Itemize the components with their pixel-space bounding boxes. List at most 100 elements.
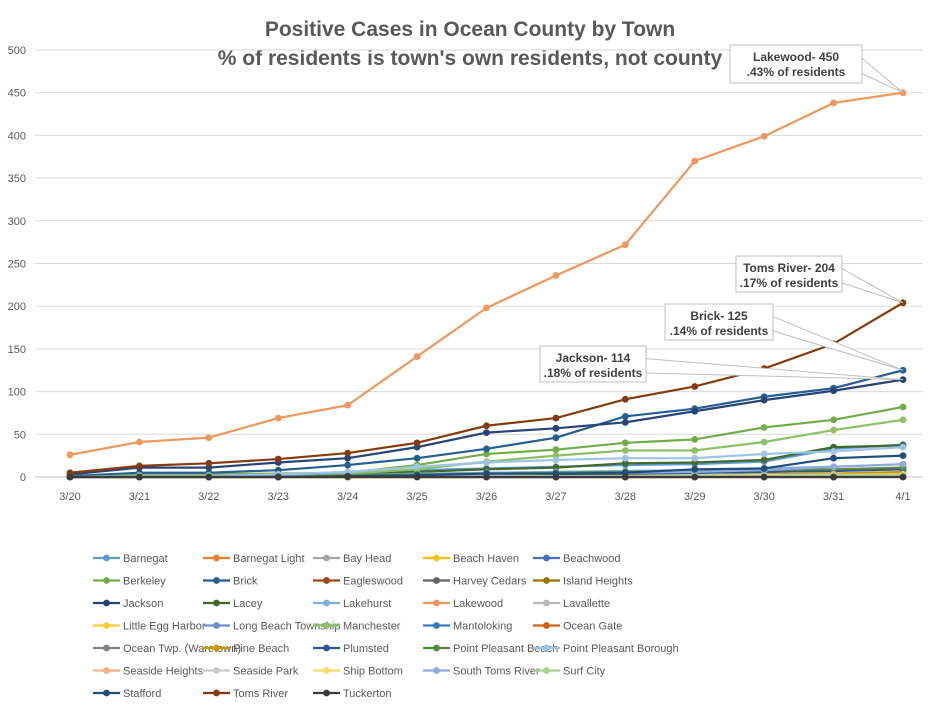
legend-label: Island Heights	[563, 576, 633, 588]
legend-item: Point Pleasant Borough	[533, 643, 679, 655]
x-tick-label: 3/23	[268, 491, 289, 503]
data-point	[760, 424, 768, 431]
legend-marker	[543, 554, 550, 562]
legend-marker	[103, 577, 110, 584]
data-point	[760, 450, 768, 458]
legend-label: Seaside Park	[233, 666, 299, 678]
annotation-detail: .43% of residents	[747, 65, 846, 79]
data-point	[344, 461, 352, 469]
legend-item: Tuckerton	[313, 688, 392, 700]
legend-marker	[103, 622, 110, 629]
legend-marker	[213, 644, 220, 652]
data-point	[552, 446, 560, 454]
annotation-title: Lakewood- 450	[753, 50, 839, 64]
data-point	[344, 473, 352, 481]
data-point	[621, 439, 629, 447]
data-point	[205, 459, 213, 467]
data-point	[413, 473, 421, 481]
data-point	[552, 414, 560, 422]
data-point	[136, 473, 143, 481]
legend-label: Harvey Cedars	[453, 576, 527, 588]
data-point	[66, 473, 74, 481]
data-point	[483, 450, 490, 458]
data-point	[483, 445, 490, 453]
data-point	[552, 424, 560, 432]
legend-item: Seaside Park	[203, 666, 299, 678]
legend-item: Island Heights	[533, 576, 633, 588]
legend-marker	[323, 577, 330, 584]
legend-item: Mantoloking	[423, 621, 512, 633]
data-point	[483, 422, 490, 430]
legend-label: Plumsted	[343, 643, 389, 655]
legend-marker	[103, 554, 110, 562]
x-tick-label: 3/22	[198, 491, 219, 503]
legend-item: Beachwood	[533, 553, 621, 565]
legend-item: Bay Head	[313, 553, 391, 565]
legend-label: Lavallette	[563, 598, 610, 610]
data-point	[413, 353, 421, 360]
legend-marker	[213, 689, 220, 697]
legend-marker	[433, 577, 440, 584]
data-point	[413, 463, 421, 471]
legend-marker	[213, 554, 220, 562]
legend-label: Ocean Twp. (Waretown)	[123, 643, 241, 655]
data-point	[344, 401, 352, 409]
legend-label: Berkeley	[123, 576, 166, 588]
legend-marker	[323, 622, 330, 629]
x-tick-label: 3/30	[753, 491, 774, 503]
data-point	[760, 438, 768, 446]
legend-item: Barnegat Light	[203, 553, 305, 565]
data-point	[552, 456, 560, 464]
y-tick-label: 0	[20, 472, 26, 484]
data-point	[621, 418, 629, 426]
legend-label: Barnegat Light	[233, 553, 305, 565]
data-point	[344, 449, 352, 457]
legend-marker	[323, 667, 330, 674]
legend-marker	[543, 622, 550, 629]
data-point	[413, 454, 421, 462]
data-point	[899, 416, 907, 424]
legend-label: Ship Bottom	[343, 666, 403, 678]
data-point	[691, 407, 699, 415]
legend-item: Barnegat	[93, 553, 168, 565]
legend-marker	[543, 577, 550, 584]
legend-marker	[213, 622, 220, 629]
legend-item: Toms River	[203, 688, 288, 700]
legend-label: Lakehurst	[343, 598, 391, 610]
data-point	[760, 473, 768, 481]
data-point	[760, 396, 768, 404]
annotation-title: Brick- 125	[690, 309, 748, 323]
annotation-detail: .18% of residents	[544, 366, 643, 380]
legend-marker	[213, 667, 220, 674]
data-point	[760, 456, 768, 464]
x-tick-label: 3/28	[615, 491, 636, 503]
legend-marker	[213, 599, 220, 607]
legend-label: Tuckerton	[343, 688, 392, 700]
legend-label: Lacey	[233, 598, 263, 610]
data-point	[483, 429, 490, 436]
legend-item: Long Beach Township	[203, 621, 340, 633]
y-tick-label: 500	[8, 45, 26, 57]
legend-label: Little Egg Harbor	[123, 621, 206, 633]
data-point	[691, 447, 699, 454]
y-tick-label: 150	[8, 344, 26, 356]
data-point	[760, 465, 768, 472]
data-point	[621, 454, 629, 462]
x-tick-label: 3/24	[337, 491, 358, 503]
legend-label: Manchester	[343, 621, 401, 633]
x-tick-label: 3/26	[476, 491, 497, 503]
y-tick-label: 300	[8, 216, 26, 228]
legend-label: South Toms River	[453, 666, 540, 678]
legend-label: Jackson	[123, 598, 163, 610]
data-point	[830, 387, 837, 395]
data-point	[274, 473, 282, 481]
legend-label: Barnegat	[123, 553, 168, 565]
legend-item: Lavallette	[533, 598, 610, 610]
data-point	[691, 383, 699, 390]
legend-marker	[543, 599, 550, 607]
legend-item: Lacey	[203, 598, 263, 610]
legend-item: Ship Bottom	[313, 666, 403, 678]
data-point	[552, 434, 560, 442]
data-point	[830, 447, 837, 455]
legend-label: Mantoloking	[453, 621, 512, 633]
